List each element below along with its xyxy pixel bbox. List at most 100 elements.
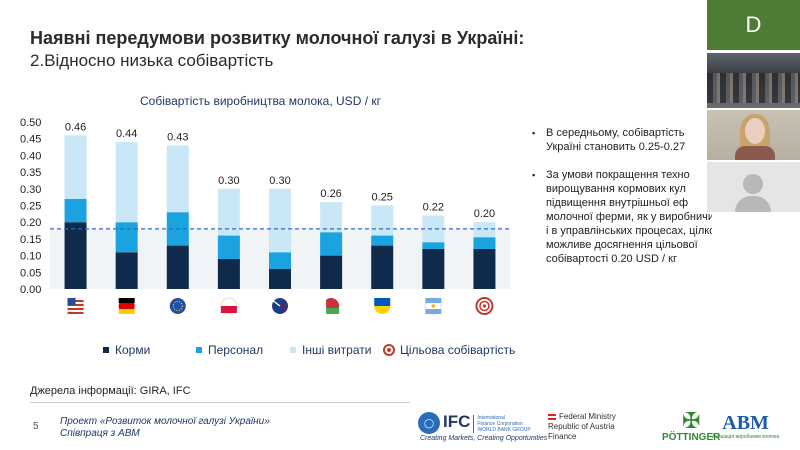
pottinger-wordmark: PÖTTINGER <box>662 432 721 443</box>
legend-other: Інші витрати <box>290 343 371 357</box>
bar-segment-korm <box>371 245 394 289</box>
globe-icon: ◯ <box>418 412 440 434</box>
flag-icon-ua <box>374 298 391 314</box>
bullet-2-line-2: вирощування кормових кул <box>546 183 686 195</box>
page-number: 5 <box>33 421 39 432</box>
bar-segment-other <box>64 135 87 199</box>
bullet-2-line-5: і в управлінських процесах, цілком <box>546 225 712 237</box>
clover-icon: ✠ <box>681 408 701 433</box>
bar-segment-other <box>371 205 394 236</box>
bar-total-label: 0.30 <box>269 175 290 187</box>
participant-tile-initial[interactable]: D <box>707 0 800 50</box>
bullet-2-line-1: За умови покращення техно <box>546 169 690 181</box>
bullet-marker: ▪ <box>532 128 536 138</box>
legend-swatch-other <box>290 347 296 353</box>
flag-icon-de <box>118 298 135 314</box>
austria-flag-icon <box>548 413 556 420</box>
y-tick-label: 0.05 <box>20 267 41 279</box>
slide-title: Наявні передумови розвитку молочної галу… <box>30 28 525 48</box>
legend-personal: Персонал <box>196 343 263 357</box>
legend-korm: Корми <box>103 343 150 357</box>
legend-label-korm: Корми <box>115 343 151 357</box>
room-audience-video <box>707 73 800 103</box>
bullet-2: ▪ За умови покращення техно вирощування … <box>532 168 712 266</box>
flag-icon-us <box>67 297 85 315</box>
bar-total-label: 0.44 <box>116 128 137 140</box>
flag-icon-ar <box>424 297 442 315</box>
bullet-1-line-1: В середньому, собівартість <box>546 127 685 139</box>
legend-swatch-personal <box>196 347 202 353</box>
flag-icon-pl <box>220 297 238 315</box>
bar-segment-korm <box>217 258 240 289</box>
slide-subtitle: 2.Відносно низька собівартість <box>30 51 274 70</box>
legend-target: Цільова собівартість <box>383 343 515 357</box>
bar-segment-korm <box>269 268 291 289</box>
y-tick-label: 0.25 <box>20 201 41 213</box>
pottinger-logo: ✠ PÖTTINGER <box>662 408 721 444</box>
flag-icon-nz <box>271 298 288 314</box>
bullet-marker: ▪ <box>532 170 536 180</box>
avm-wordmark: АВМ <box>722 412 769 434</box>
legend-label-target: Цільова собівартість <box>400 343 516 357</box>
bar-segment-korm <box>166 245 189 289</box>
participant-tile-speaker[interactable] <box>707 110 800 160</box>
speaker-shirt <box>735 146 775 160</box>
bar-segment-personal <box>422 242 445 249</box>
y-tick-label: 0.00 <box>20 284 41 296</box>
bullet-2-line-6: можливе досягнення цільової <box>546 239 698 251</box>
bar-total-label: 0.46 <box>65 121 86 133</box>
y-tick-label: 0.35 <box>20 167 41 179</box>
bar-segment-personal <box>64 198 87 223</box>
bar-segment-personal <box>371 235 394 246</box>
bar-total-label: 0.25 <box>372 192 393 204</box>
project-name: Проект «Розвиток молочної галузі України… <box>60 416 270 427</box>
avatar-placeholder-icon <box>743 174 763 194</box>
flag-icon-eu <box>169 298 186 314</box>
bullet-list: ▪ В середньому, собівартість Україні ста… <box>532 126 712 280</box>
bullet-2-line-4: молочної ферми, як у виробничих так <box>546 211 712 223</box>
ifc-wordmark: IFC <box>443 412 471 431</box>
bar-total-label: 0.22 <box>423 202 444 214</box>
avm-subtitle: Асоціація виробників молока <box>712 434 780 440</box>
flag-icon-by <box>323 298 340 314</box>
bar-segment-other <box>473 222 496 238</box>
ifc-logo: ◯ IFC International Finance Corporation … <box>418 412 531 434</box>
target-icon <box>383 344 395 356</box>
bar-segment-other <box>166 145 189 213</box>
bar-segment-korm <box>115 252 138 289</box>
bar-segment-personal <box>269 252 291 269</box>
bullet-2-line-7: собівартості 0.20 USD / кг <box>546 253 677 265</box>
video-participants-panel: D <box>707 0 800 450</box>
bar-segment-other <box>269 188 291 253</box>
bar-segment-other <box>320 202 343 233</box>
bar-segment-korm <box>64 222 87 289</box>
y-tick-label: 0.50 <box>20 117 41 129</box>
bar-segment-other <box>217 188 240 236</box>
bar-total-label: 0.43 <box>167 131 188 143</box>
source-note: Джерела інформації: GIRA, IFC <box>30 385 191 397</box>
y-tick-label: 0.30 <box>20 184 41 196</box>
bar-total-label: 0.30 <box>218 175 239 187</box>
ifc-tagline: Creating Markets, Creating Opportunities <box>420 435 548 442</box>
bar-segment-personal <box>115 222 138 253</box>
bar-total-label: 0.20 <box>474 208 495 220</box>
bar-segment-other <box>115 142 138 223</box>
legend-label-other: Інші витрати <box>302 343 372 357</box>
speaker-face <box>745 118 765 144</box>
austria-ministry-logo: Federal Ministry Republic of Austria Fin… <box>548 412 616 441</box>
y-tick-label: 0.10 <box>20 251 41 263</box>
avatar-placeholder-body <box>735 196 771 212</box>
bar-segment-korm <box>320 255 343 289</box>
participant-tile-no-video[interactable] <box>707 162 800 212</box>
bullet-1: ▪ В середньому, собівартість Україні ста… <box>532 126 712 154</box>
y-tick-label: 0.40 <box>20 150 41 162</box>
legend-swatch-korm <box>103 347 109 353</box>
cost-chart: 0.50 0.45 0.40 0.35 0.30 0.25 0.20 0.15 0.10 0.05… <box>20 117 510 315</box>
bar-segment-korm <box>473 248 496 289</box>
y-tick-label: 0.15 <box>20 234 41 246</box>
bar-total-label: 0.26 <box>320 188 341 200</box>
participant-tile-room[interactable] <box>707 53 800 108</box>
ifc-subtext: International Finance Corporation WORLD … <box>473 415 531 433</box>
bullet-1-line-2: Україні становить 0.25-0.27 <box>546 141 686 153</box>
